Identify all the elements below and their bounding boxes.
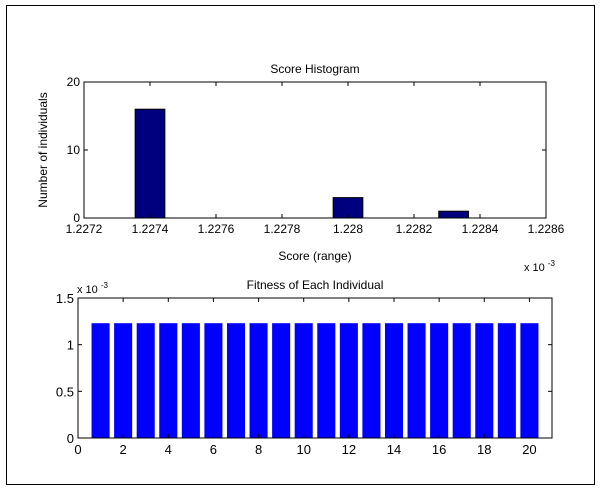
- top-chart-x-exponent-power: -3: [548, 259, 556, 268]
- top-chart-title: Score Histogram: [270, 62, 359, 76]
- top-chart-bar: [438, 210, 469, 219]
- bottom-chart-bar: [362, 323, 381, 438]
- bottom-chart-bar: [294, 323, 313, 438]
- top-chart-x-tick-label: 1.2278: [264, 222, 301, 236]
- bottom-chart-y-tick-label: 1.5: [56, 291, 74, 306]
- bottom-chart-y-tick-label: 0.5: [56, 384, 74, 399]
- top-chart-x-tick-label: 1.2282: [396, 222, 433, 236]
- bottom-chart-x-tick-label: 0: [74, 442, 81, 457]
- bottom-chart-bar: [339, 323, 358, 438]
- top-chart-x-tick-label: 1.2272: [66, 222, 103, 236]
- top-chart-x-exponent: x 10 -3: [524, 259, 556, 274]
- bottom-chart-x-tick-label: 12: [342, 442, 356, 457]
- bottom-chart-y-exponent: x 10 -3: [77, 281, 109, 296]
- bottom-chart-bar: [204, 323, 223, 438]
- bottom-chart-x-tick-label: 2: [120, 442, 127, 457]
- bottom-chart-bar: [384, 323, 404, 438]
- bottom-chart-bar: [249, 323, 268, 438]
- top-chart-y-tick-label: 0: [73, 211, 80, 225]
- bottom-chart-x-tick-label: 10: [296, 442, 310, 457]
- bottom-chart-plot: 0 2 4 6 8 10 12 14 16 18 20 0 0.5 1 1.5: [56, 291, 553, 457]
- top-chart-y-tick-label: 20: [67, 75, 81, 89]
- bottom-chart-bar: [407, 323, 426, 438]
- top-chart-y-tick-label: 10: [67, 143, 81, 157]
- bottom-chart-y-exponent-power: -3: [101, 281, 109, 290]
- bottom-chart-bar: [475, 323, 494, 438]
- bottom-chart-x-tick-label: 16: [432, 442, 446, 457]
- bottom-chart-x-tick-label: 20: [522, 442, 536, 457]
- bottom-chart-bar: [520, 323, 539, 438]
- bottom-chart-axes-box: [77, 297, 553, 439]
- bottom-chart-bar: [497, 323, 516, 438]
- top-chart-x-tick-label: 1.2286: [528, 222, 565, 236]
- bottom-chart-bar: [317, 323, 336, 438]
- bottom-chart-y-tick-label: 1: [67, 338, 74, 353]
- bottom-chart-y-exponent-base: x 10: [77, 284, 98, 296]
- bottom-chart-bar: [91, 323, 110, 438]
- bottom-chart-bar: [159, 323, 178, 438]
- bottom-chart-bar: [181, 323, 200, 438]
- top-chart-x-tick-label: 1.2274: [132, 222, 169, 236]
- bottom-chart-bar: [114, 323, 133, 438]
- bottom-chart-bar: [452, 323, 471, 438]
- bottom-chart-bar: [430, 323, 449, 438]
- bottom-chart-bar: [136, 323, 155, 438]
- top-chart-x-tick-label: 1.2276: [198, 222, 235, 236]
- top-chart-ylabel: Number of individuals: [36, 92, 50, 207]
- top-chart-xlabel: Score (range): [278, 249, 351, 263]
- bottom-chart-x-tick-label: 4: [165, 442, 172, 457]
- bottom-chart-y-tick-label: 0: [67, 431, 74, 446]
- top-chart-x-tick-label: 1.2284: [462, 222, 499, 236]
- top-chart-x-tick-label: 1.228: [333, 222, 363, 236]
- top-chart-x-exponent-base: x 10: [524, 262, 545, 274]
- bottom-chart-bar: [272, 323, 291, 438]
- bottom-chart-title: Fitness of Each Individual: [247, 278, 384, 292]
- bottom-chart-x-tick-label: 6: [210, 442, 217, 457]
- bottom-chart-x-tick-label: 14: [387, 442, 401, 457]
- bottom-chart-bar: [226, 323, 246, 438]
- top-chart-bar: [134, 108, 166, 219]
- top-chart-plot: 1.2272 1.2274 1.2276 1.2278 1.228 1.2282 1.228…: [66, 75, 565, 236]
- bottom-chart-x-tick-label: 8: [255, 442, 262, 457]
- bottom-chart-x-tick-label: 18: [477, 442, 491, 457]
